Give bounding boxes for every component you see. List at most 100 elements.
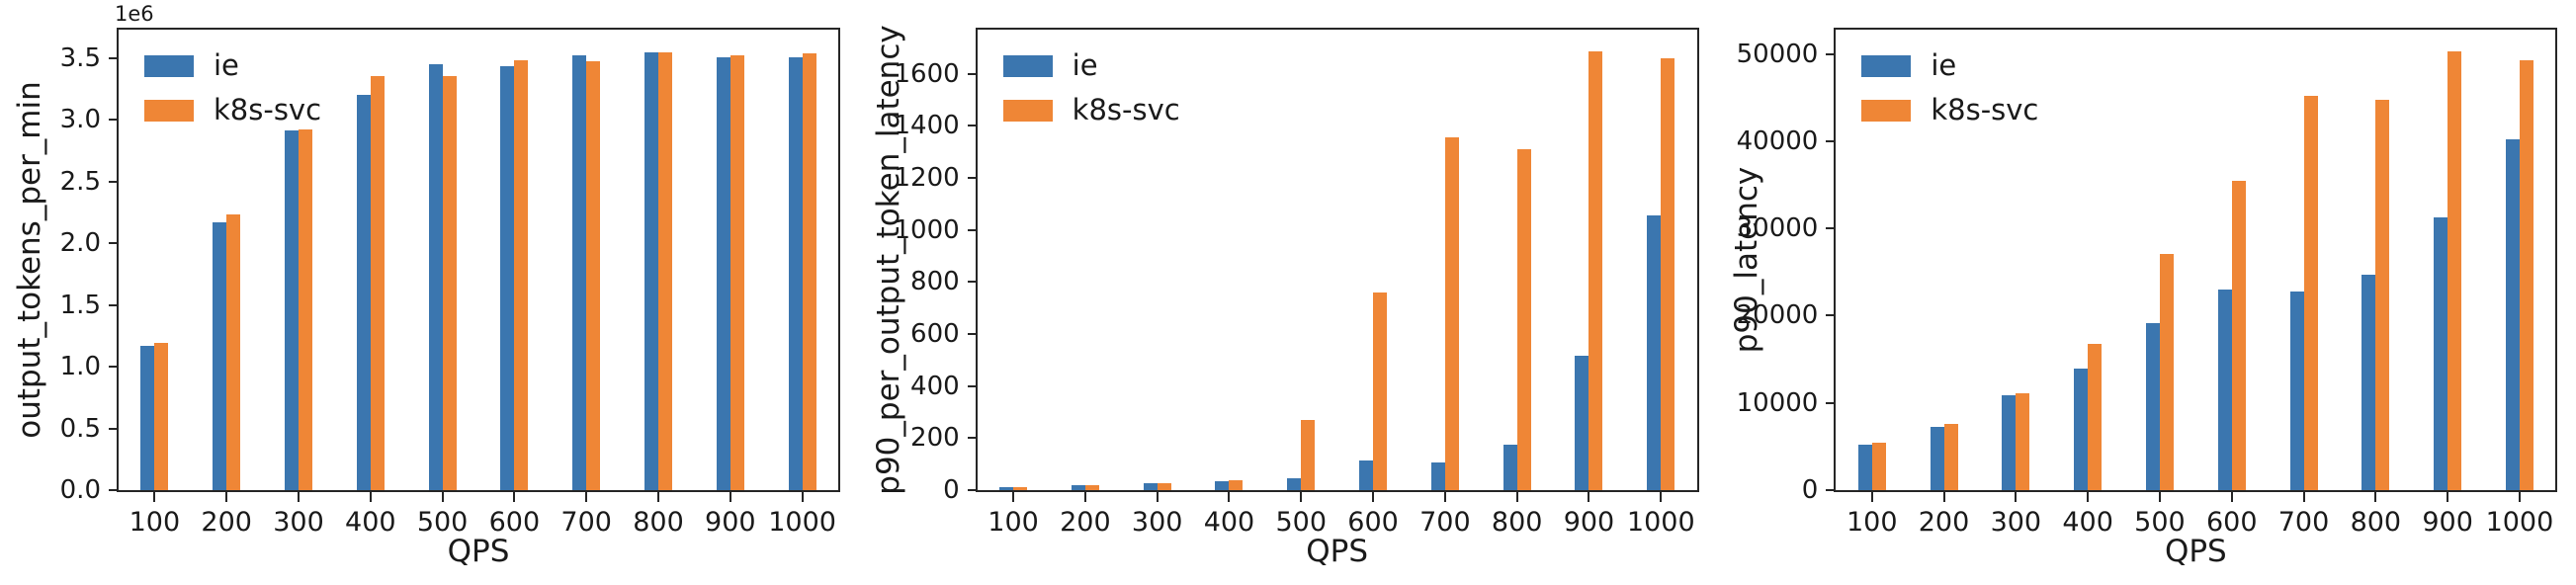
legend-swatch-ie bbox=[1002, 54, 1053, 77]
y-tick-mark bbox=[109, 119, 119, 122]
y-tick-mark bbox=[109, 56, 119, 59]
x-tick-label: 400 bbox=[2062, 507, 2113, 538]
bar-ie-qps-1000 bbox=[788, 57, 803, 490]
y-tick-mark bbox=[109, 366, 119, 369]
legend-label-ie: ie bbox=[214, 48, 239, 82]
bar-ie-qps-200 bbox=[1930, 426, 1944, 490]
x-tick-label: 600 bbox=[2205, 507, 2258, 538]
y-tick-label: 1.5 bbox=[59, 290, 101, 320]
legend-item-ie: ie bbox=[144, 51, 321, 80]
x-tick-mark bbox=[2518, 492, 2521, 502]
x-tick-label: 300 bbox=[273, 507, 324, 538]
y-tick-label: 1200 bbox=[894, 163, 960, 194]
bar-ie-qps-700 bbox=[572, 55, 587, 490]
x-tick-mark bbox=[2015, 492, 2018, 502]
y-tick-label: 3.0 bbox=[59, 105, 101, 135]
y-tick-mark bbox=[1826, 139, 1837, 142]
legend-label-ie: ie bbox=[1931, 48, 1957, 82]
bar-ie-qps-800 bbox=[2361, 275, 2376, 490]
y-tick-label: 2.0 bbox=[59, 228, 101, 259]
x-tick-mark bbox=[1588, 492, 1590, 502]
plot-area-p90-per-output-token-latency: 0 200 400 600 800 1000 1200 1400 1600 100 200 300 40… bbox=[895, 28, 1699, 538]
legend-swatch-ie bbox=[1861, 54, 1912, 77]
bar-k8s-svc-qps-300 bbox=[2016, 393, 2030, 490]
bar-ie-qps-1000 bbox=[2505, 139, 2520, 490]
legend-swatch-k8s-svc bbox=[1861, 99, 1912, 122]
bar-k8s-svc-qps-1000 bbox=[802, 52, 816, 490]
x-tick-label: 500 bbox=[416, 507, 469, 538]
y-tick-mark bbox=[967, 489, 978, 491]
legend: ie k8s-svc bbox=[144, 51, 321, 125]
x-tick-mark bbox=[1012, 492, 1015, 502]
y-tick-mark bbox=[967, 333, 978, 336]
bar-k8s-svc-qps-700 bbox=[2303, 96, 2318, 490]
bar-ie-qps-500 bbox=[428, 63, 443, 490]
y-tick-mark bbox=[967, 384, 978, 387]
bar-k8s-svc-qps-400 bbox=[370, 76, 385, 490]
x-tick-mark bbox=[225, 492, 228, 502]
legend-item-ie: ie bbox=[1002, 51, 1180, 80]
bar-ie-qps-600 bbox=[1359, 460, 1374, 490]
legend-label-k8s-svc: k8s-svc bbox=[1931, 93, 2039, 126]
bar-k8s-svc-qps-800 bbox=[1516, 149, 1531, 490]
x-axis-label: QPS bbox=[2164, 534, 2227, 569]
x-tick-label: 700 bbox=[560, 507, 612, 538]
y-tick-label: 1.0 bbox=[59, 352, 101, 382]
x-tick-label: 900 bbox=[1563, 507, 1615, 538]
legend-item-k8s-svc: k8s-svc bbox=[1002, 96, 1180, 125]
bar-k8s-svc-qps-700 bbox=[586, 61, 601, 490]
bar-ie-qps-300 bbox=[1143, 483, 1158, 490]
x-tick-mark bbox=[2447, 492, 2449, 502]
legend-item-k8s-svc: k8s-svc bbox=[144, 96, 321, 125]
bar-k8s-svc-qps-800 bbox=[658, 51, 672, 490]
legend-item-k8s-svc: k8s-svc bbox=[1861, 96, 2038, 125]
y-tick-mark bbox=[109, 303, 119, 306]
bar-ie-qps-400 bbox=[356, 95, 371, 490]
x-tick-label: 900 bbox=[2422, 507, 2473, 538]
y-tick-mark bbox=[1826, 227, 1837, 230]
bar-ie-qps-400 bbox=[2074, 369, 2089, 490]
bar-ie-qps-100 bbox=[1857, 445, 1872, 490]
y-tick-mark bbox=[109, 180, 119, 183]
bar-ie-qps-600 bbox=[2217, 290, 2232, 490]
y-tick-mark bbox=[1826, 52, 1837, 55]
x-tick-mark bbox=[729, 492, 731, 502]
y-tick-mark bbox=[967, 72, 978, 75]
x-tick-label: 900 bbox=[705, 507, 756, 538]
plot-area-output-tokens-per-min: 0.0 0.5 1.0 1.5 2.0 2.5 3.0 3.5 100 200 300 400 500 6… bbox=[60, 28, 840, 538]
bar-k8s-svc-qps-900 bbox=[1589, 51, 1603, 490]
x-tick-mark bbox=[1870, 492, 1873, 502]
x-tick-label: 700 bbox=[1419, 507, 1471, 538]
bar-ie-qps-1000 bbox=[1647, 215, 1662, 490]
bar-ie-qps-700 bbox=[2289, 291, 2304, 490]
y-axis-offset-label: 1e6 bbox=[115, 2, 154, 26]
x-tick-label: 1000 bbox=[1626, 507, 1695, 538]
y-tick-mark bbox=[109, 489, 119, 491]
x-tick-label: 800 bbox=[2350, 507, 2402, 538]
bar-k8s-svc-qps-600 bbox=[514, 60, 529, 490]
y-tick-mark bbox=[967, 125, 978, 127]
y-axis-label: output_tokens_per_min bbox=[12, 81, 47, 439]
y-tick-label: 40000 bbox=[1736, 125, 1819, 156]
x-tick-label: 300 bbox=[1990, 507, 2042, 538]
y-tick-label: 2.5 bbox=[59, 166, 101, 197]
bar-ie-qps-700 bbox=[1430, 461, 1445, 490]
x-tick-label: 200 bbox=[201, 507, 252, 538]
x-tick-mark bbox=[1515, 492, 1518, 502]
y-tick-label: 0.0 bbox=[59, 475, 101, 505]
x-tick-mark bbox=[657, 492, 659, 502]
bar-k8s-svc-qps-100 bbox=[1013, 487, 1028, 490]
y-tick-label: 3.5 bbox=[59, 42, 101, 73]
y-tick-mark bbox=[109, 427, 119, 430]
x-tick-label: 1000 bbox=[2485, 507, 2554, 538]
bar-ie-qps-500 bbox=[1287, 477, 1302, 490]
x-tick-mark bbox=[1156, 492, 1159, 502]
bar-k8s-svc-qps-900 bbox=[730, 55, 744, 490]
x-tick-mark bbox=[1372, 492, 1375, 502]
bar-k8s-svc-qps-200 bbox=[1084, 485, 1099, 490]
bar-ie-qps-100 bbox=[999, 487, 1014, 490]
bar-k8s-svc-qps-1000 bbox=[1661, 57, 1675, 490]
y-tick-label: 1400 bbox=[894, 111, 960, 141]
x-axis-label: QPS bbox=[447, 534, 510, 569]
